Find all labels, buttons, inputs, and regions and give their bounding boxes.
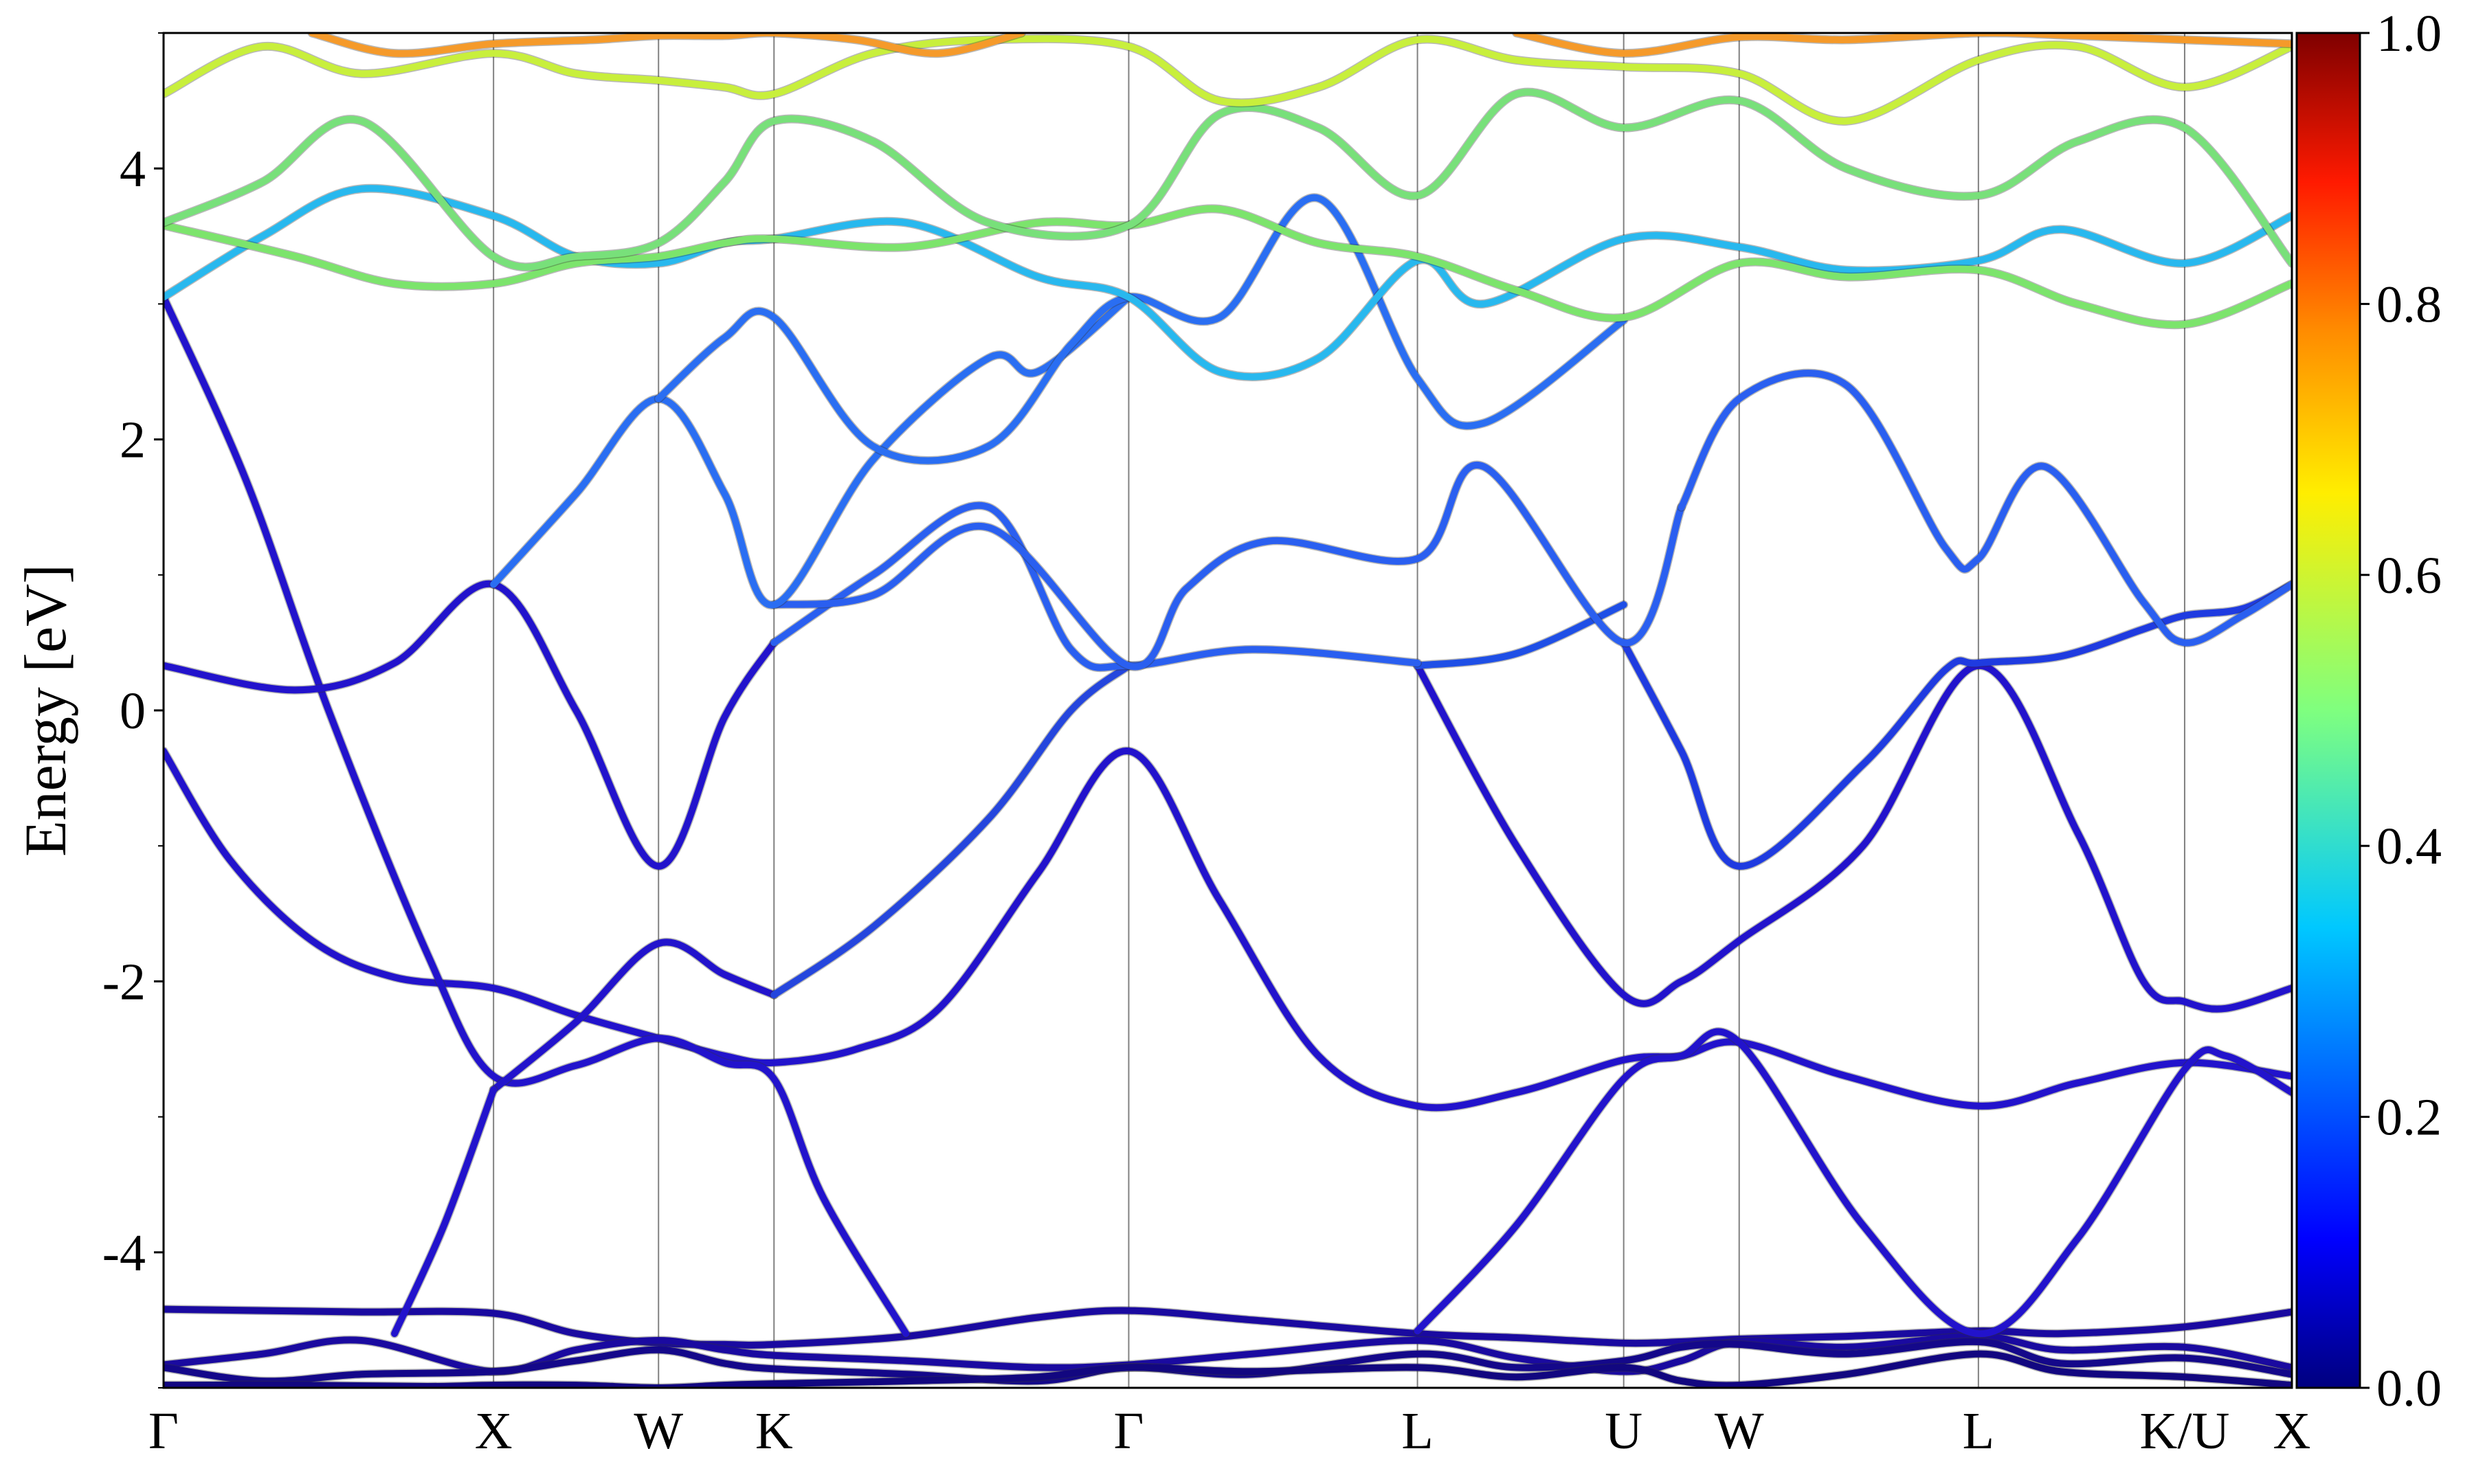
band-line bbox=[1678, 370, 2292, 647]
band-line bbox=[164, 35, 2292, 125]
colorbar-ticks: 0.0 0.2 0.4 0.6 0.8 1.0 bbox=[2360, 5, 2442, 1417]
band-outline bbox=[164, 293, 911, 1338]
x-tick-label: L bbox=[1401, 1402, 1433, 1460]
x-tick-label: Γ bbox=[1113, 1402, 1144, 1460]
band-line bbox=[1414, 1028, 2292, 1338]
band-line bbox=[770, 662, 1133, 999]
band-line bbox=[164, 293, 910, 1338]
band-outline bbox=[164, 87, 2292, 272]
band-line bbox=[770, 502, 1421, 671]
band-line bbox=[164, 205, 2292, 328]
colorbar bbox=[2295, 32, 2361, 1389]
y-axis-label: Energy [eV] bbox=[12, 564, 78, 857]
x-tick-label: K/U bbox=[2140, 1402, 2230, 1460]
colorbar-tick-label: 0.4 bbox=[2376, 818, 2442, 875]
band-line bbox=[490, 938, 778, 1094]
colorbar-tick-label: 0.6 bbox=[2376, 547, 2442, 605]
band-line bbox=[164, 747, 2292, 1112]
band-line bbox=[164, 1305, 2292, 1349]
x-tick-label: X bbox=[475, 1402, 513, 1460]
band-outline bbox=[1677, 368, 2292, 647]
band-line bbox=[164, 1350, 2292, 1388]
band-line bbox=[164, 580, 778, 870]
colorbar-tick-label: 1.0 bbox=[2376, 5, 2442, 63]
band-outline bbox=[164, 746, 2292, 1112]
x-tick-label: Γ bbox=[148, 1402, 179, 1460]
colorbar-tick-label: 0.8 bbox=[2376, 276, 2442, 333]
band-line bbox=[770, 462, 1685, 671]
band-line bbox=[164, 89, 2292, 271]
band-line bbox=[1414, 601, 1627, 669]
y-tick-label: -4 bbox=[102, 1224, 146, 1282]
band-line bbox=[1513, 33, 2292, 57]
x-tick-label: X bbox=[2273, 1402, 2311, 1460]
y-axis: -4 -2 0 2 4 bbox=[102, 32, 164, 1389]
band-line bbox=[1620, 581, 2292, 870]
band-outline bbox=[1413, 661, 2292, 1014]
colorbar-tick-label: 0.0 bbox=[2376, 1360, 2442, 1417]
y-tick-label: 2 bbox=[120, 412, 146, 469]
band-outline bbox=[1619, 580, 2292, 871]
plot-frame bbox=[162, 32, 2293, 1389]
x-tick-label: K bbox=[755, 1402, 793, 1460]
band-line bbox=[391, 1086, 498, 1338]
x-tick-label: W bbox=[1715, 1402, 1764, 1460]
x-tick-label: L bbox=[1963, 1402, 1994, 1460]
band-line bbox=[309, 33, 1025, 57]
x-tick-label: W bbox=[634, 1402, 683, 1460]
y-tick-label: 0 bbox=[120, 682, 146, 740]
x-tick-label: U bbox=[1605, 1402, 1642, 1460]
band-outline bbox=[164, 579, 779, 871]
band-line bbox=[1414, 662, 2292, 1013]
y-tick-label: -2 bbox=[102, 953, 146, 1011]
y-tick-label: 4 bbox=[120, 140, 146, 198]
band-outline bbox=[769, 661, 1133, 1000]
band-line bbox=[490, 293, 1133, 609]
x-axis: Γ X W K Γ L U W L K/U X bbox=[148, 1402, 2310, 1460]
colorbar-tick-label: 0.2 bbox=[2376, 1089, 2442, 1147]
bands-group bbox=[164, 33, 2292, 1388]
